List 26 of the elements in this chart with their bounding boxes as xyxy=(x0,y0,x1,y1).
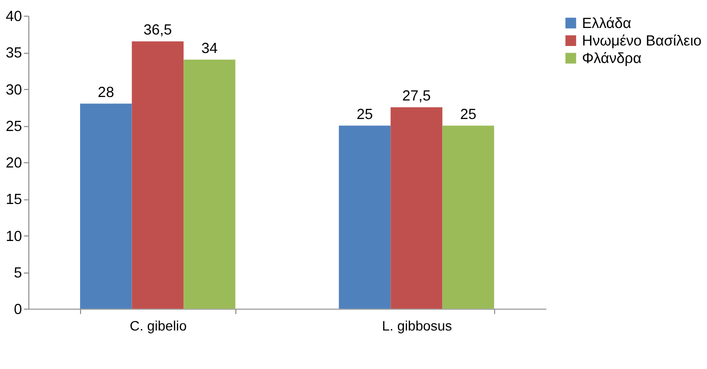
data-label: 27,5 xyxy=(402,88,431,104)
x-tick-label: C. gibelio xyxy=(130,318,188,334)
y-tick-label: 10 xyxy=(6,228,22,245)
y-tick-label: 25 xyxy=(6,118,22,135)
y-tick-label: 20 xyxy=(6,156,22,172)
legend-label: Ηνωμένο Βασίλειο xyxy=(582,34,702,50)
y-tick-label: 0 xyxy=(14,302,22,318)
y-tick-label: 15 xyxy=(6,192,22,208)
bar xyxy=(338,126,391,309)
bar xyxy=(132,41,184,309)
y-tick-label: 5 xyxy=(14,265,22,282)
y-tick-label: 30 xyxy=(6,82,22,98)
legend-label: Φλάνδρα xyxy=(582,51,642,68)
data-label: 25 xyxy=(356,106,373,123)
data-label: 36,5 xyxy=(143,22,172,39)
data-label: 25 xyxy=(460,106,476,123)
bar xyxy=(390,107,442,309)
data-label: 28 xyxy=(98,84,114,101)
legend-label: Ελλάδα xyxy=(582,16,632,32)
y-tick-label: 35 xyxy=(6,46,22,62)
bar xyxy=(80,104,132,309)
y-tick-label: 40 xyxy=(6,9,22,26)
data-label: 34 xyxy=(201,40,218,57)
bar xyxy=(442,126,494,309)
bar xyxy=(184,60,236,309)
x-tick-label: L. gibbosus xyxy=(382,318,452,334)
